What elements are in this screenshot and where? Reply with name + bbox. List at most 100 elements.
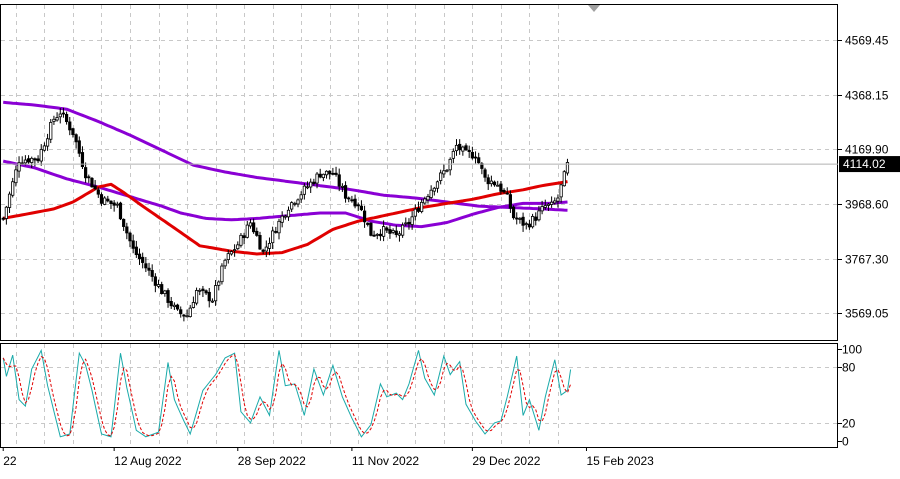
candle xyxy=(543,199,547,210)
candle-body xyxy=(515,217,519,220)
candle-body xyxy=(435,181,440,189)
candle xyxy=(229,250,234,256)
candle-body xyxy=(17,162,21,172)
candle xyxy=(49,118,53,144)
candle-body xyxy=(39,149,43,162)
oscillator-grid xyxy=(1,344,837,447)
candle-body xyxy=(429,189,433,198)
candle-body xyxy=(229,251,234,255)
candle xyxy=(245,221,249,239)
candle xyxy=(109,200,113,209)
candle xyxy=(442,164,446,178)
candle-body xyxy=(204,290,208,294)
candle-body xyxy=(252,222,256,233)
candle-body xyxy=(144,263,148,269)
candle-body xyxy=(343,185,348,199)
candle xyxy=(356,202,360,211)
candle-body xyxy=(7,193,12,208)
candle xyxy=(432,186,436,196)
candle-body xyxy=(302,185,306,195)
candle-body xyxy=(166,290,170,303)
candle-body xyxy=(179,309,183,315)
candle-body xyxy=(413,208,417,217)
candle-body xyxy=(261,249,265,252)
candle xyxy=(562,170,566,187)
candle xyxy=(413,204,417,221)
candle xyxy=(312,178,316,186)
candle-body xyxy=(26,158,31,163)
candle xyxy=(226,249,230,264)
oscillator-y-tick-label: 80 xyxy=(842,361,856,375)
candle xyxy=(271,226,275,250)
candle-body xyxy=(49,122,53,140)
candle xyxy=(331,167,335,176)
candle xyxy=(553,197,557,205)
candle xyxy=(80,146,85,170)
x-tick-label: 29 Dec 2022 xyxy=(472,454,540,468)
candle xyxy=(489,175,493,187)
ma-fast-line xyxy=(2,180,568,256)
candle-body xyxy=(11,181,15,196)
candle-body xyxy=(109,200,113,205)
candle xyxy=(397,231,402,242)
candle-body xyxy=(87,176,91,179)
candle-body xyxy=(499,183,503,192)
candle xyxy=(11,177,15,198)
candle xyxy=(470,146,474,160)
candle-body xyxy=(242,235,246,239)
candle-body xyxy=(492,181,497,186)
candle-body xyxy=(505,192,509,195)
candle xyxy=(340,183,344,192)
candle xyxy=(416,201,421,213)
candle-body xyxy=(404,222,408,225)
candle-body xyxy=(65,113,69,123)
candle-body xyxy=(80,152,85,168)
candle xyxy=(141,252,145,269)
last-price-label: 4114.02 xyxy=(843,157,886,171)
candle xyxy=(267,237,272,256)
candle-body xyxy=(131,240,135,249)
candle-body xyxy=(118,202,123,220)
candle xyxy=(293,201,297,207)
candle-body xyxy=(309,181,313,188)
candle-body xyxy=(305,186,310,189)
candle xyxy=(378,229,383,241)
candle xyxy=(239,233,243,248)
candle-body xyxy=(366,222,370,225)
candle xyxy=(527,219,532,230)
candle xyxy=(508,190,513,213)
candle-body xyxy=(299,194,303,200)
candle-body xyxy=(420,201,424,212)
oscillator-y-tick-label: 0 xyxy=(842,435,849,449)
candle xyxy=(71,127,75,138)
candle-body xyxy=(521,216,525,226)
candle xyxy=(182,313,186,322)
candle xyxy=(115,201,119,208)
candle xyxy=(131,234,135,254)
price-pane-frame xyxy=(0,4,838,341)
candle xyxy=(204,289,208,296)
candle-body xyxy=(103,197,107,205)
candle xyxy=(467,145,471,158)
candle-body xyxy=(381,226,386,237)
candle xyxy=(324,170,329,179)
candle xyxy=(122,218,126,231)
price-y-tick-label: 4169.90 xyxy=(845,143,889,157)
candle xyxy=(318,168,322,179)
candle xyxy=(461,145,465,156)
candle xyxy=(407,218,411,230)
candle xyxy=(302,183,306,200)
candle-body xyxy=(324,170,329,176)
candle xyxy=(93,180,97,191)
candle-body xyxy=(353,198,357,207)
candle xyxy=(163,289,167,297)
candle-body xyxy=(537,210,541,221)
candle-body xyxy=(290,202,294,210)
candle-body xyxy=(198,289,202,292)
candle-body xyxy=(147,267,151,271)
candle-body xyxy=(508,194,513,209)
candle-body xyxy=(562,171,566,187)
candle-body xyxy=(477,157,481,164)
candle xyxy=(198,288,202,296)
